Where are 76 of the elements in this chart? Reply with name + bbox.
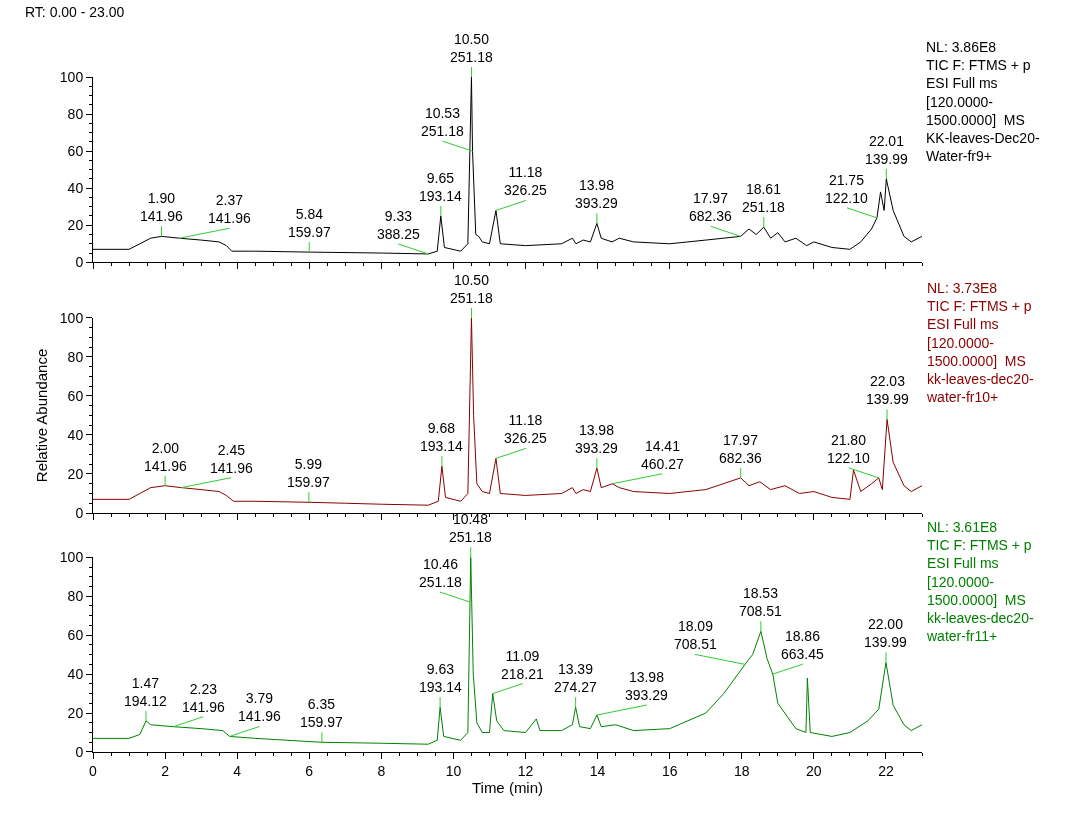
annotation: 10.46 251.18: [419, 556, 463, 591]
y-tick-label: 40: [67, 180, 84, 197]
annotation: 1.47 194.12: [124, 675, 168, 710]
x-tick-label: 8: [377, 762, 386, 779]
annotation: 9.33 388.25: [377, 208, 421, 243]
annotation: 11.09 218.21: [501, 648, 545, 683]
annotation: 10.53 251.18: [421, 105, 465, 140]
annotation: 5.84 159.97: [288, 206, 332, 241]
y-tick-label: 0: [75, 504, 84, 521]
y-tick-label: 80: [67, 348, 84, 365]
y-tick-label: 80: [67, 106, 84, 123]
annotation: 11.18 326.25: [504, 412, 548, 447]
annotation: 9.65 193.14: [419, 170, 463, 205]
annotation: 14.41 460.27: [641, 438, 685, 473]
x-tick-label: 2: [161, 762, 170, 779]
annotation: 11.18 326.25: [504, 164, 548, 199]
y-tick-label: 60: [67, 387, 84, 404]
y-tick-label: 100: [59, 69, 84, 85]
annotation: 10.50 251.18: [450, 31, 494, 66]
annotation: 18.61 251.18: [742, 181, 786, 216]
line-series: [93, 557, 922, 745]
text: NL: 3.61E8 TIC F: FTMS + p ESI Full ms [120.0000- 1500.0000] MS kk-leaves-dec20- water-fr11+: [926, 519, 1034, 645]
annotation: 6.35 159.97: [300, 696, 344, 731]
annotation: 10.48 251.18: [449, 511, 493, 546]
annotation: 22.00 139.99: [864, 616, 908, 651]
annotation: 22.03 139.99: [866, 373, 910, 408]
y-tick-label: 80: [67, 588, 84, 605]
annotation: 2.45 141.96: [210, 442, 254, 477]
x-tick-label: 0: [89, 762, 98, 779]
annotation: 3.79 141.96: [238, 690, 282, 725]
annotation: 17.97 682.36: [719, 432, 763, 467]
x-tick-label: 14: [589, 762, 606, 779]
y-tick-label: 0: [75, 254, 84, 271]
annotation: 9.68 193.14: [420, 420, 464, 455]
text: NL: 3.73E8 TIC F: FTMS + p ESI Full ms [120.0000- 1500.0000] MS kk-leaves-dec20- water-fr10+: [926, 280, 1034, 406]
y-axis-title: Relative Abundance: [33, 348, 51, 483]
annotation: 21.75 122.10: [825, 172, 869, 207]
x-tick-label: 22: [878, 762, 894, 779]
y-tick-label: 60: [67, 143, 84, 160]
y-tick-label: 40: [67, 666, 84, 683]
x-axis-title: Time (min): [471, 778, 544, 796]
y-tick-label: 20: [67, 217, 84, 234]
y-tick-label: 20: [67, 465, 84, 482]
y-tick-label: 60: [67, 627, 84, 644]
x-tick-label: 10: [445, 762, 462, 779]
text: RT: 0.00 - 23.00: [25, 4, 125, 20]
annotation: 13.98 393.29: [575, 177, 619, 212]
y-tick-label: 20: [67, 704, 84, 721]
annotation: 17.97 682.36: [689, 190, 733, 225]
x-tick-label: 18: [733, 762, 750, 779]
x-tick-label: 6: [305, 762, 314, 779]
x-tick-label: 12: [517, 762, 534, 779]
y-tick-label: 100: [59, 549, 84, 566]
x-tick-label: 20: [806, 762, 822, 779]
annotation: 18.09 708.51: [674, 618, 718, 653]
y-tick-label: 100: [59, 309, 84, 326]
y-tick-label: 40: [67, 426, 84, 443]
annotation: 22.01 139.99: [865, 133, 909, 168]
x-tick-label: 16: [661, 762, 678, 779]
annotation: 21.80 122.10: [827, 432, 871, 467]
annotation: 18.53 708.51: [739, 585, 783, 620]
annotation: 2.23 141.96: [182, 681, 226, 716]
annotation: 13.98 393.29: [625, 669, 669, 704]
text: NL: 3.86E8 TIC F: FTMS + p ESI Full ms [120.0000- 1500.0000] MS KK-leaves-Dec20- Water-fr9+: [926, 39, 1040, 165]
annotation: 5.99 159.97: [287, 456, 331, 491]
annotation: 13.98 393.29: [575, 422, 619, 457]
annotation: 9.63 193.14: [419, 661, 463, 696]
annotation: 10.50 251.18: [450, 272, 494, 307]
x-tick-label: 4: [233, 762, 242, 779]
annotation: 18.86 663.45: [781, 628, 825, 663]
line-series: [93, 317, 922, 506]
annotation: 13.39 274.27: [554, 661, 598, 696]
annotation: 2.00 141.96: [144, 440, 188, 475]
annotation: 1.90 141.96: [140, 190, 184, 225]
y-tick-label: 0: [75, 743, 84, 760]
annotation: 2.37 141.96: [208, 192, 252, 227]
